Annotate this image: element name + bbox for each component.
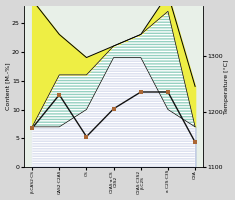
- Point: [30, 127, 34, 130]
- Point: [85, 135, 88, 138]
- Y-axis label: Content [M.-%]: Content [M.-%]: [6, 63, 11, 110]
- Point: [112, 107, 116, 110]
- Point: [166, 90, 170, 94]
- Point: [139, 90, 143, 94]
- Y-axis label: Temperature [°C]: Temperature [°C]: [224, 59, 229, 114]
- Point: [193, 141, 197, 144]
- Point: [57, 93, 61, 96]
